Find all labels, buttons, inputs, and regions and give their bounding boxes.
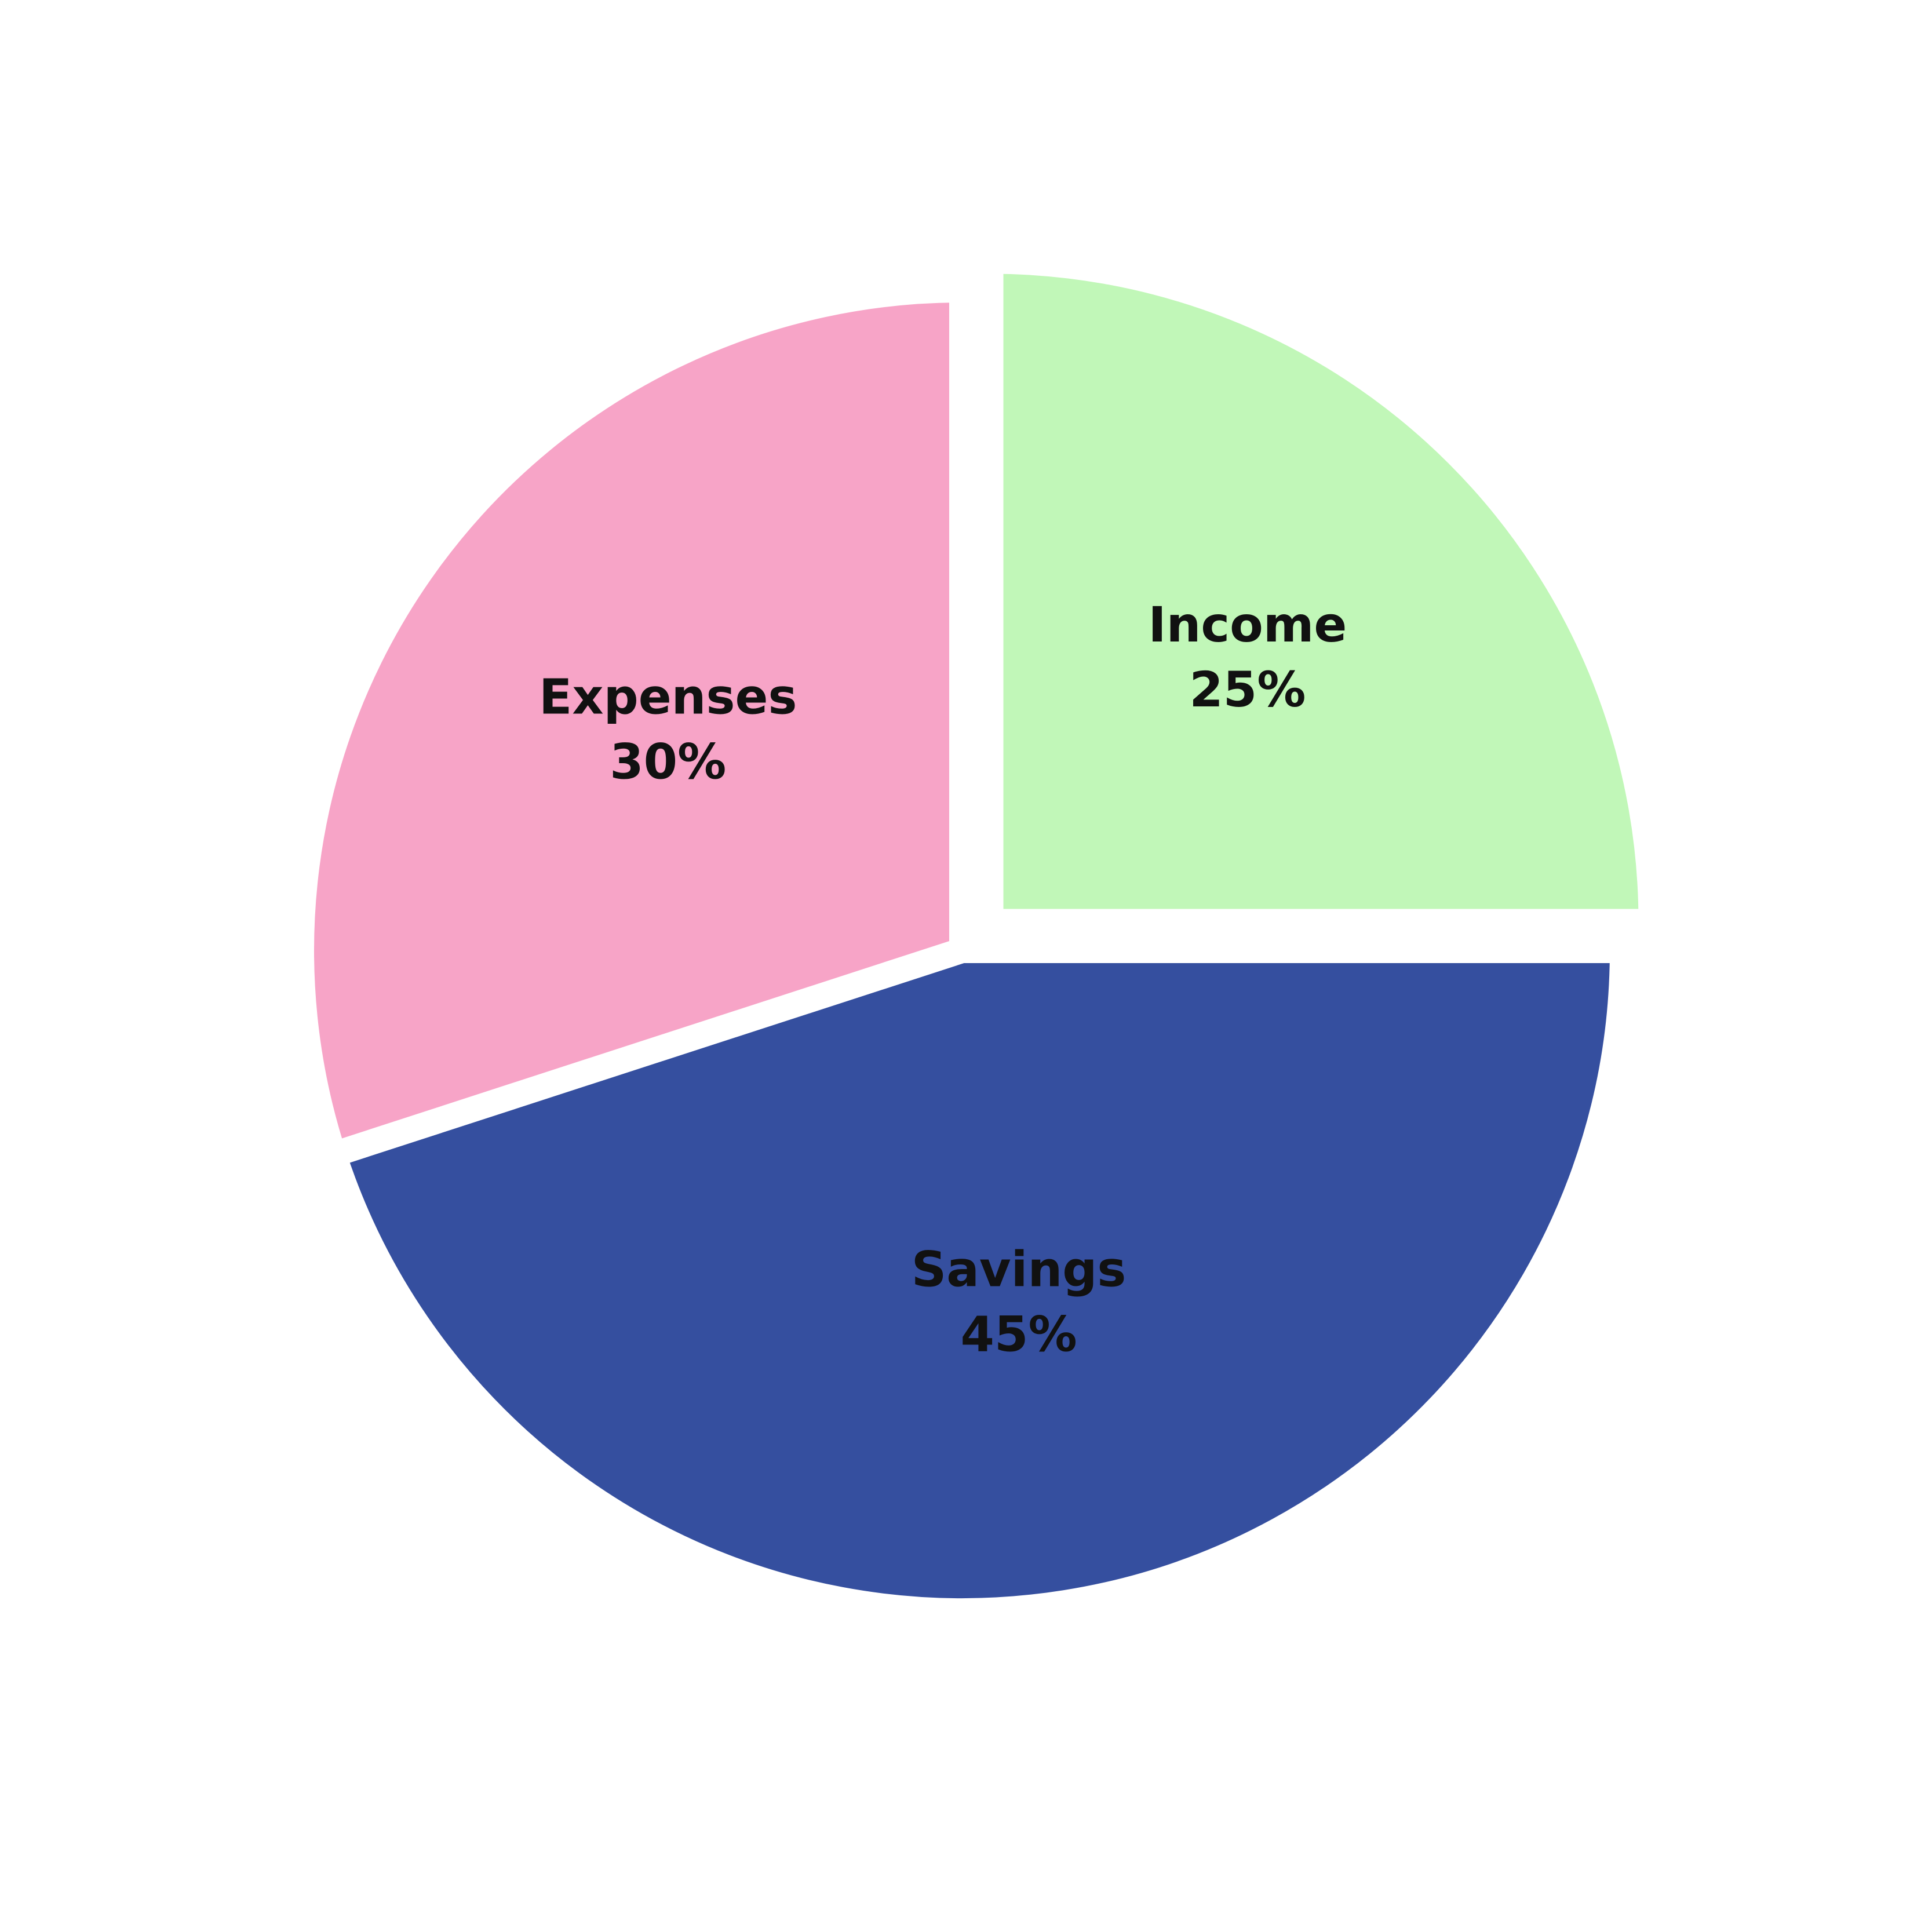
pie-slices xyxy=(289,248,1664,1624)
pie-slice-savings xyxy=(320,938,1635,1624)
pie-slice-income xyxy=(978,248,1664,935)
slice-value-savings: 45% xyxy=(961,1306,1077,1362)
slice-value-income: 25% xyxy=(1189,661,1306,718)
slice-label-income: Income xyxy=(1148,596,1347,653)
slice-label-savings: Savings xyxy=(912,1241,1127,1297)
slice-label-expenses: Expenses xyxy=(539,668,797,725)
slice-value-expenses: 30% xyxy=(610,733,726,790)
pie-slice-expenses xyxy=(289,277,975,1168)
pie-labels: Income 25% Savings 45% Expenses 30% xyxy=(539,596,1347,1362)
